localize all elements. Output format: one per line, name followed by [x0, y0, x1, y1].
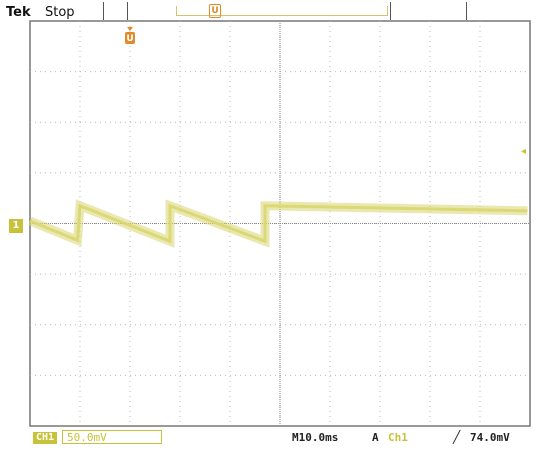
settings-readout: CH1 50.0mV M10.0ms A Ch1 ╱ 74.0mV [0, 426, 540, 449]
trigger-source[interactable]: Ch1 [388, 431, 408, 444]
divider [390, 2, 391, 20]
channel-badge[interactable]: CH1 [33, 432, 58, 444]
trigger-position-icon[interactable]: U [124, 27, 136, 45]
ch1-waveform [29, 203, 528, 244]
trigger-level-icon[interactable]: ◂ [521, 146, 527, 157]
divider [127, 2, 128, 20]
svg-text:U: U [126, 34, 133, 44]
timebase[interactable]: M10.0ms [292, 431, 339, 444]
trigger-level[interactable]: 74.0mV [470, 431, 510, 444]
status-bar: Tek Stop U [0, 0, 540, 24]
divider [466, 2, 467, 20]
divider [103, 2, 104, 20]
trigger-mode: A [372, 431, 379, 444]
trigger-position-in-record-icon: U [209, 4, 221, 18]
graticule-axes [30, 21, 530, 426]
acquisition-status: Stop [45, 5, 75, 20]
ch1-ground-marker[interactable]: 1 [9, 219, 23, 233]
volts-per-div[interactable]: 50.0mV [62, 430, 162, 444]
ch1-trace [28, 199, 528, 248]
record-length-bar [176, 6, 388, 16]
brand-label: Tek [6, 5, 31, 20]
trigger-slope-icon: ╱ [453, 430, 461, 444]
